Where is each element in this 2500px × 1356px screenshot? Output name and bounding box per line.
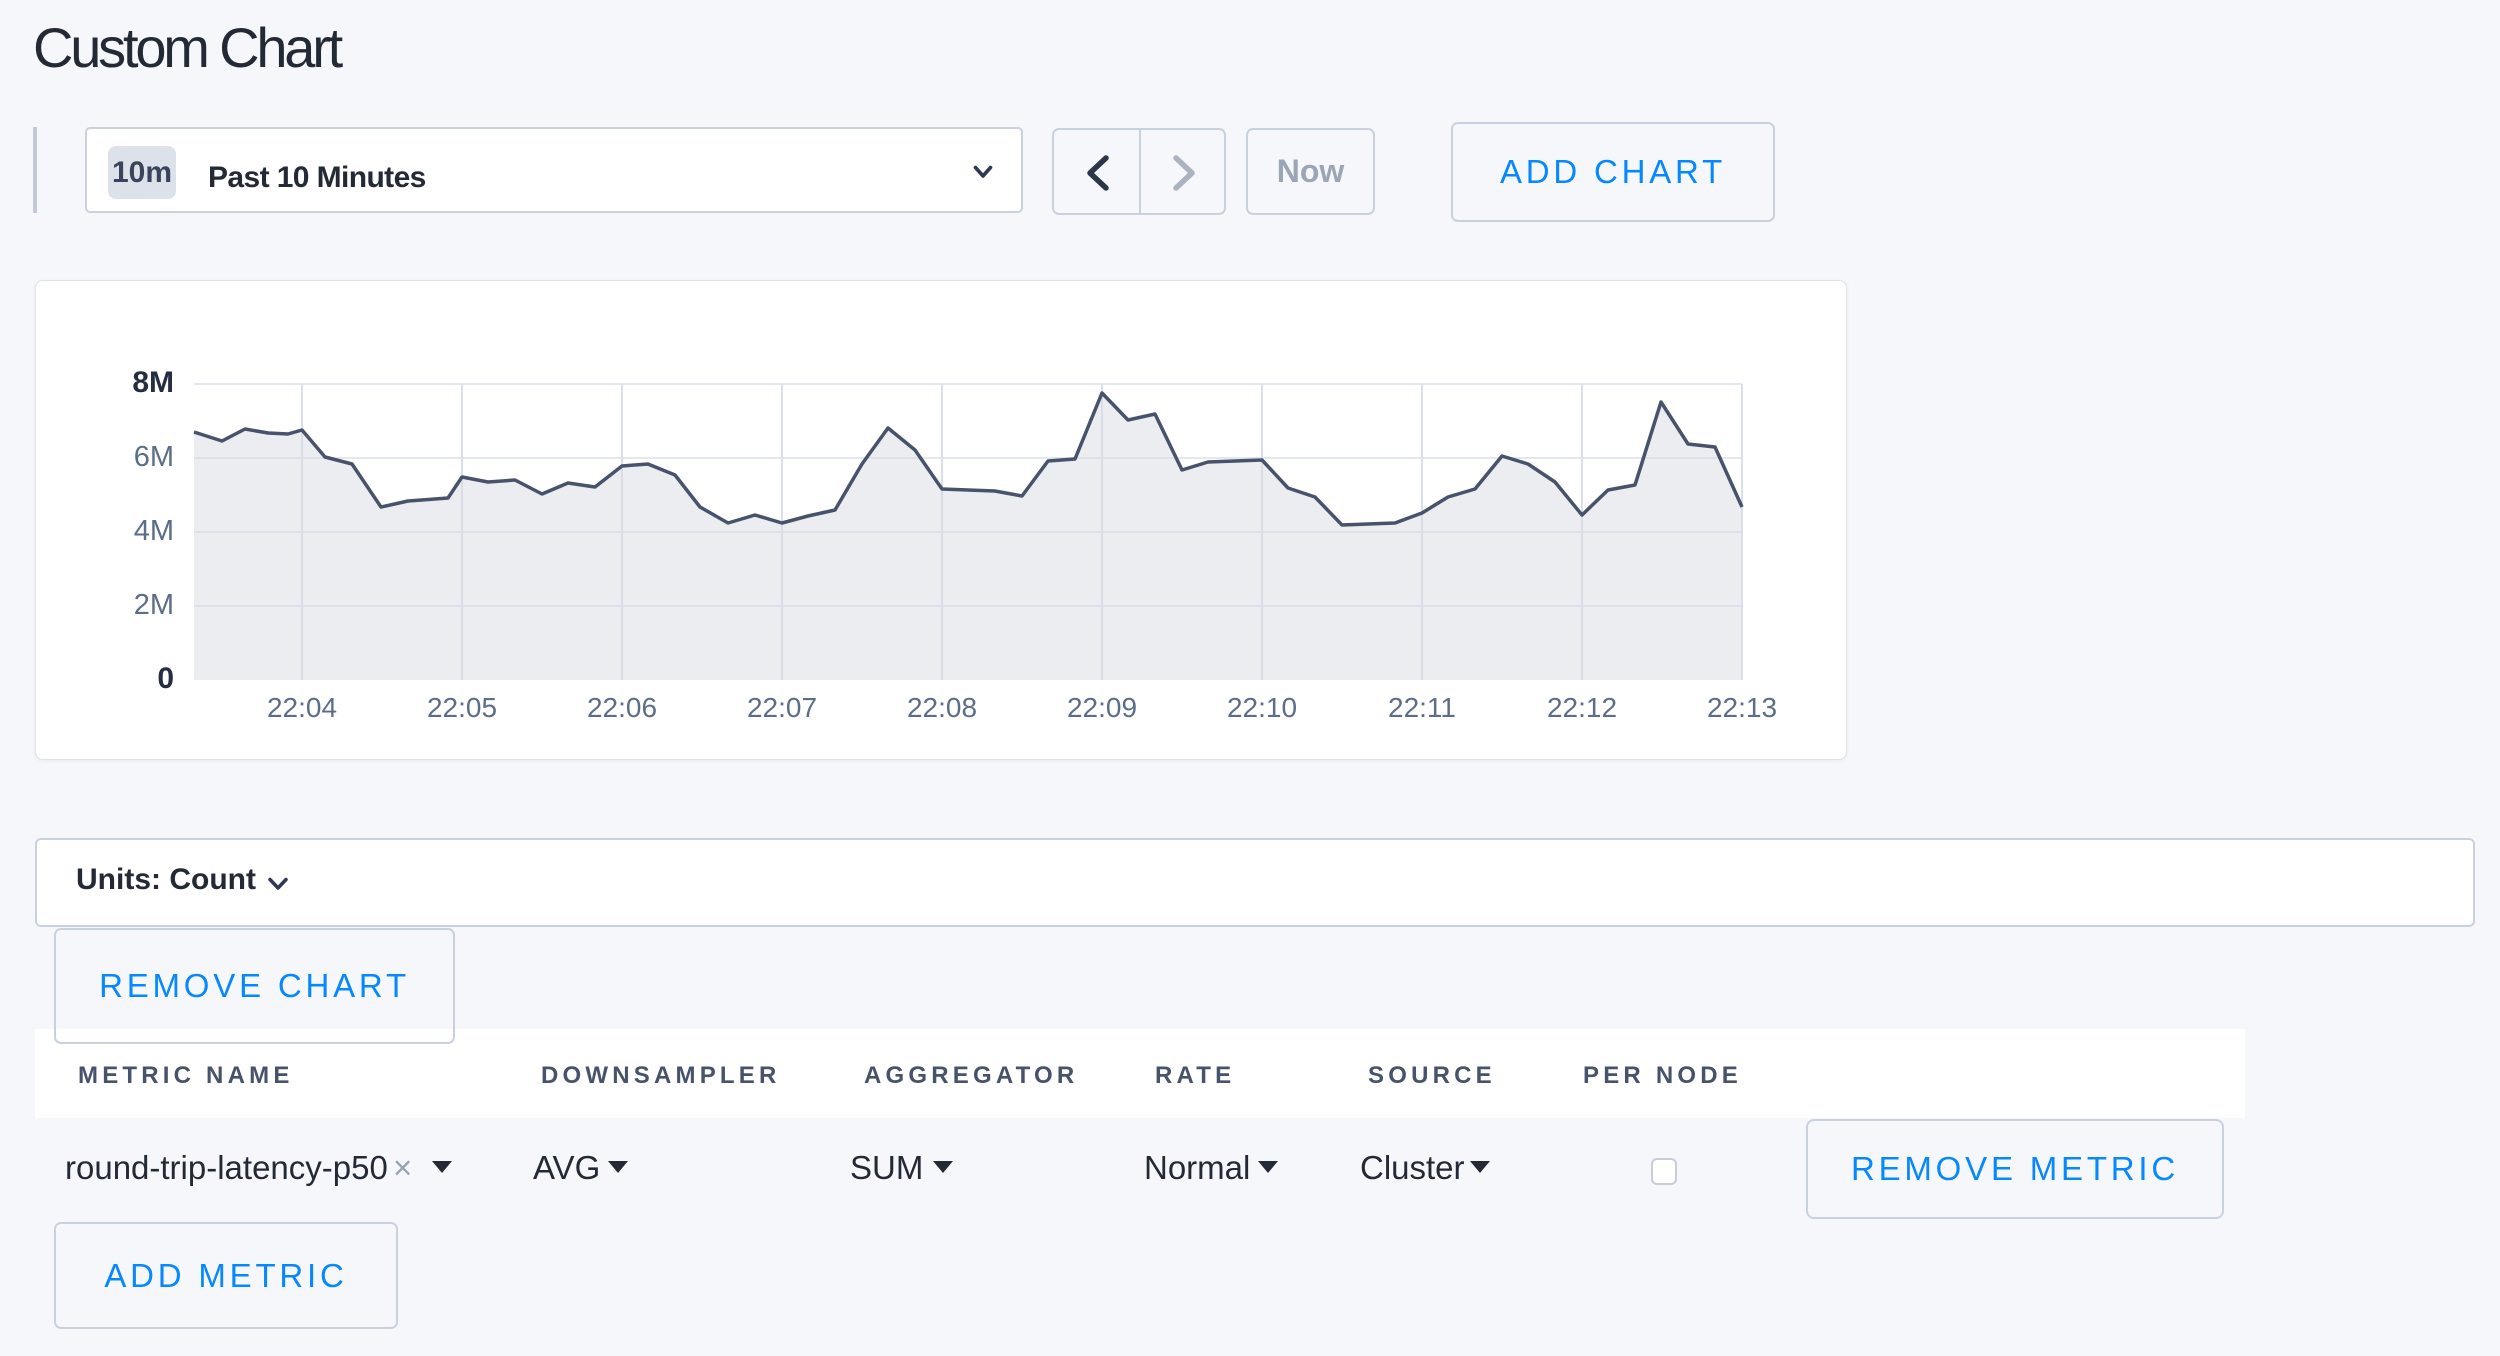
svg-text:22:09: 22:09 xyxy=(1067,692,1137,723)
svg-text:0: 0 xyxy=(157,662,174,695)
svg-text:22:08: 22:08 xyxy=(907,692,977,723)
svg-text:22:07: 22:07 xyxy=(747,692,817,723)
svg-text:22:12: 22:12 xyxy=(1547,692,1617,723)
svg-text:22:10: 22:10 xyxy=(1227,692,1297,723)
svg-text:22:13: 22:13 xyxy=(1707,692,1777,723)
svg-text:8M: 8M xyxy=(132,366,174,399)
svg-text:22:06: 22:06 xyxy=(587,692,657,723)
svg-text:22:04: 22:04 xyxy=(267,692,337,723)
svg-text:22:11: 22:11 xyxy=(1388,692,1456,723)
svg-text:2M: 2M xyxy=(134,589,174,621)
svg-text:4M: 4M xyxy=(134,515,174,547)
svg-text:22:05: 22:05 xyxy=(427,692,497,723)
svg-text:6M: 6M xyxy=(134,441,174,473)
